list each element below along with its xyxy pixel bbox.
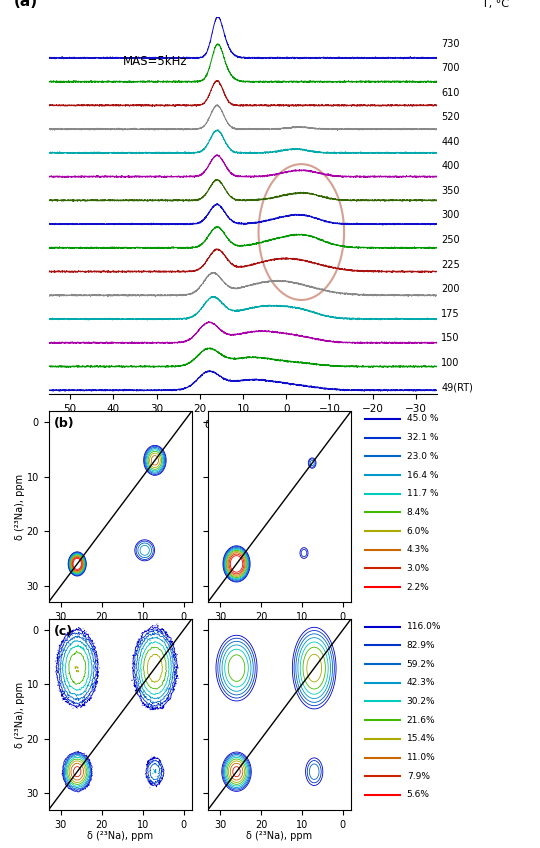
Text: T, °C: T, °C xyxy=(482,0,509,9)
Text: 82.9%: 82.9% xyxy=(407,641,435,650)
Text: 21.6%: 21.6% xyxy=(407,716,435,725)
Text: (b): (b) xyxy=(55,417,75,430)
Text: 3.0%: 3.0% xyxy=(407,564,430,573)
Text: 2.2%: 2.2% xyxy=(407,583,429,592)
Text: 200: 200 xyxy=(441,284,460,294)
Text: 150: 150 xyxy=(441,333,460,343)
X-axis label: δ (²³Na), ppm: δ (²³Na), ppm xyxy=(246,831,313,841)
X-axis label: δ (²³Na), ppm: δ (²³Na), ppm xyxy=(205,420,281,430)
Text: 7.9%: 7.9% xyxy=(407,772,430,781)
Text: (a): (a) xyxy=(14,0,38,9)
Text: MAS=5kHz: MAS=5kHz xyxy=(123,55,187,68)
Text: 42.3%: 42.3% xyxy=(407,678,435,687)
Text: 400: 400 xyxy=(441,161,460,171)
Text: (c): (c) xyxy=(55,625,73,638)
Text: 440: 440 xyxy=(441,137,460,147)
Text: 32.1 %: 32.1 % xyxy=(407,433,438,442)
Text: 8.4%: 8.4% xyxy=(407,508,430,517)
Text: 250: 250 xyxy=(441,235,460,245)
Text: 45.0 %: 45.0 % xyxy=(407,415,438,423)
Y-axis label: δ (²³Na), ppm: δ (²³Na), ppm xyxy=(15,682,25,747)
Text: 23.0 %: 23.0 % xyxy=(407,452,438,460)
Text: 116.0%: 116.0% xyxy=(407,622,441,631)
Text: 30.2%: 30.2% xyxy=(407,697,435,706)
Text: 300: 300 xyxy=(441,210,460,220)
Text: 700: 700 xyxy=(441,64,460,73)
Text: 59.2%: 59.2% xyxy=(407,660,435,668)
Text: 16.4 %: 16.4 % xyxy=(407,471,438,479)
Text: 175: 175 xyxy=(441,309,460,319)
Text: 11.0%: 11.0% xyxy=(407,753,435,762)
Text: 11.7 %: 11.7 % xyxy=(407,489,438,499)
Text: 350: 350 xyxy=(441,186,460,196)
Text: 730: 730 xyxy=(441,39,460,48)
Text: 4.3%: 4.3% xyxy=(407,545,430,555)
Text: 100: 100 xyxy=(441,358,460,368)
Text: 610: 610 xyxy=(441,87,460,98)
Text: 520: 520 xyxy=(441,112,460,122)
X-axis label: δ (²³Na), ppm: δ (²³Na), ppm xyxy=(87,831,153,841)
Text: 6.0%: 6.0% xyxy=(407,527,430,536)
Text: 5.6%: 5.6% xyxy=(407,790,430,800)
Text: 15.4%: 15.4% xyxy=(407,734,435,744)
Text: 225: 225 xyxy=(441,259,460,270)
Y-axis label: δ (²³Na), ppm: δ (²³Na), ppm xyxy=(15,474,25,539)
Text: 49(RT): 49(RT) xyxy=(441,382,473,393)
